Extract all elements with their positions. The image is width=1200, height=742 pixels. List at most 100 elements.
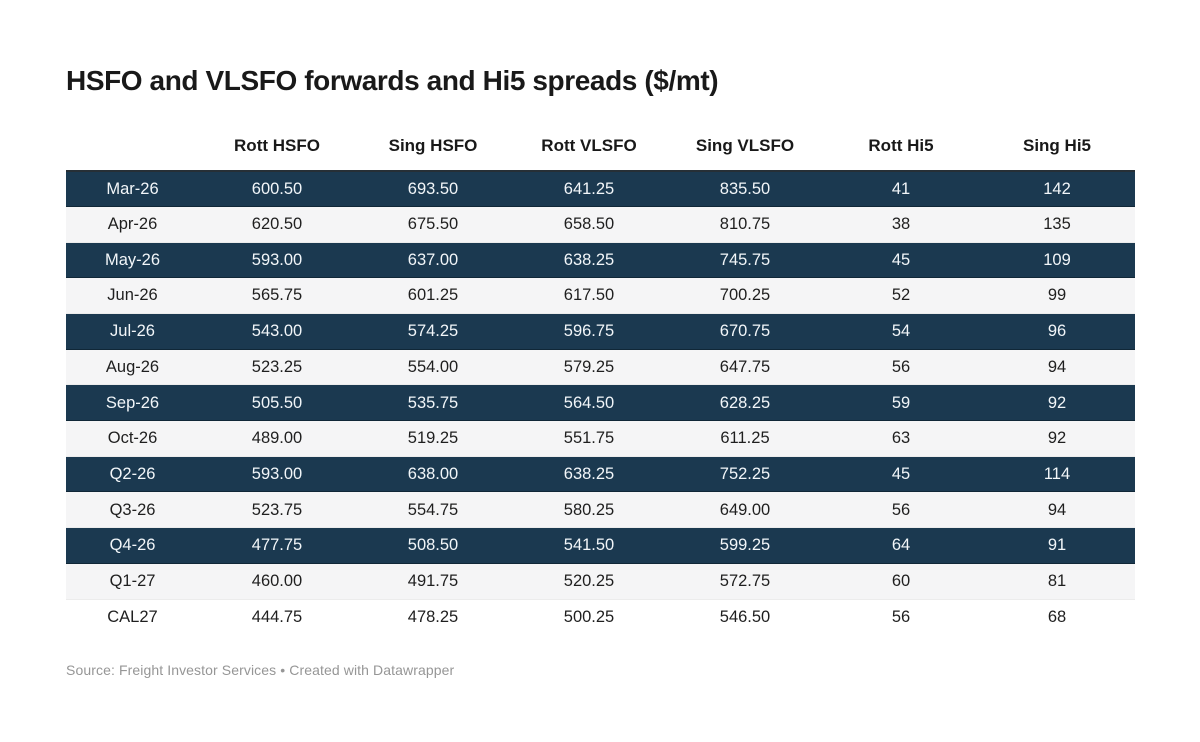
row-label: Jun-26 [66, 277, 199, 315]
table-cell: 641.25 [511, 170, 667, 207]
table-cell: 56 [891, 607, 911, 626]
table-cell: 658.50 [511, 206, 667, 243]
table-cell: 638.00 [355, 455, 511, 493]
table-cell: 543.00 [199, 313, 355, 350]
table-cell: 523.25 [199, 349, 355, 386]
table-header-row: Rott HSFO Sing HSFO Rott VLSFO Sing VLSF… [66, 135, 1135, 172]
row-label: Q4-26 [66, 527, 199, 564]
table-row: May-26 593.00 637.00 638.25 745.75 45 10… [66, 241, 1135, 279]
table-cell: 508.50 [355, 527, 511, 564]
col-header-sing-hsfo: Sing HSFO [355, 135, 511, 172]
table-cell: 92 [979, 384, 1135, 422]
table-cell: 91 [979, 527, 1135, 564]
table-cell: 92 [979, 420, 1135, 457]
source-line: Source: Freight Investor Services • Crea… [66, 661, 455, 678]
table-cell: 500.25 [563, 607, 615, 626]
table-cell: 574.25 [355, 313, 511, 350]
table-cell: 64 [823, 527, 979, 564]
table-cell: 460.00 [199, 563, 355, 600]
table-cell: 444.75 [251, 607, 303, 626]
table-row: Oct-26 489.00 519.25 551.75 611.25 63 92 [66, 420, 1135, 457]
table-cell: 637.00 [355, 241, 511, 279]
row-label: CAL27 [107, 607, 158, 626]
table-cell: 135 [979, 206, 1135, 243]
table-cell: 551.75 [511, 420, 667, 457]
col-header-rott-hi5: Rott Hi5 [823, 135, 979, 172]
table-cell: 489.00 [199, 420, 355, 457]
table-cell: 520.25 [511, 563, 667, 600]
table-cell: 564.50 [511, 384, 667, 422]
table-row: CAL27 444.75 478.25 500.25 546.50 56 68 [66, 599, 1135, 635]
table-cell: 114 [979, 455, 1135, 493]
table-cell: 600.50 [199, 170, 355, 207]
table-cell: 45 [823, 241, 979, 279]
table-cell: 94 [979, 491, 1135, 529]
table-cell: 45 [823, 455, 979, 493]
table-cell: 745.75 [667, 241, 823, 279]
table-row: Q3-26 523.75 554.75 580.25 649.00 56 94 [66, 491, 1135, 529]
table-cell: 546.50 [719, 607, 771, 626]
table-cell: 572.75 [667, 563, 823, 600]
table-row: Mar-26 600.50 693.50 641.25 835.50 41 14… [66, 170, 1135, 207]
table-cell: 700.25 [667, 277, 823, 315]
table-cell: 810.75 [667, 206, 823, 243]
table-cell: 752.25 [667, 455, 823, 493]
table-cell: 142 [979, 170, 1135, 207]
table-cell: 593.00 [199, 241, 355, 279]
table-cell: 554.00 [355, 349, 511, 386]
table-cell: 56 [823, 491, 979, 529]
row-label: Q2-26 [66, 455, 199, 493]
table-cell: 56 [823, 349, 979, 386]
table-cell: 52 [823, 277, 979, 315]
table-cell: 63 [823, 420, 979, 457]
table-cell: 596.75 [511, 313, 667, 350]
table-cell: 477.75 [199, 527, 355, 564]
table-cell: 601.25 [355, 277, 511, 315]
table-cell: 638.25 [511, 241, 667, 279]
table-cell: 565.75 [199, 277, 355, 315]
table-cell: 38 [823, 206, 979, 243]
table-cell: 599.25 [667, 527, 823, 564]
chart-container: HSFO and VLSFO forwards and Hi5 spreads … [66, 65, 1135, 678]
table-cell: 579.25 [511, 349, 667, 386]
table-cell: 670.75 [667, 313, 823, 350]
table-row: Sep-26 505.50 535.75 564.50 628.25 59 92 [66, 384, 1135, 422]
row-label: Q1-27 [66, 563, 199, 600]
row-label: Oct-26 [66, 420, 199, 457]
table-cell: 617.50 [511, 277, 667, 315]
table-cell: 835.50 [667, 170, 823, 207]
col-header-sing-vlsfo: Sing VLSFO [667, 135, 823, 172]
table-cell: 60 [823, 563, 979, 600]
table-cell: 620.50 [199, 206, 355, 243]
table-cell: 638.25 [511, 455, 667, 493]
table-cell: 649.00 [667, 491, 823, 529]
table-row: Q1-27 460.00 491.75 520.25 572.75 60 81 [66, 563, 1135, 600]
row-label: Mar-26 [66, 170, 199, 207]
table-row: Jun-26 565.75 601.25 617.50 700.25 52 99 [66, 277, 1135, 315]
table-cell: 628.25 [667, 384, 823, 422]
row-label: Aug-26 [66, 349, 199, 386]
col-header-rott-hsfo: Rott HSFO [199, 135, 355, 172]
table-cell: 675.50 [355, 206, 511, 243]
row-label: Apr-26 [66, 206, 199, 243]
table-cell: 580.25 [511, 491, 667, 529]
table-cell: 41 [823, 170, 979, 207]
row-label: May-26 [66, 241, 199, 279]
table-row: Aug-26 523.25 554.00 579.25 647.75 56 94 [66, 349, 1135, 386]
table-cell: 68 [1047, 607, 1067, 626]
table-cell: 94 [979, 349, 1135, 386]
table-cell: 81 [979, 563, 1135, 600]
table-cell: 541.50 [511, 527, 667, 564]
page-title: HSFO and VLSFO forwards and Hi5 spreads … [66, 65, 719, 96]
table-cell: 523.75 [199, 491, 355, 529]
forwards-table: Rott HSFO Sing HSFO Rott VLSFO Sing VLSF… [66, 135, 1135, 635]
table-cell: 593.00 [199, 455, 355, 493]
table-cell: 693.50 [355, 170, 511, 207]
table-row: Q2-26 593.00 638.00 638.25 752.25 45 114 [66, 455, 1135, 493]
table-cell: 491.75 [355, 563, 511, 600]
table-cell: 478.25 [407, 607, 459, 626]
table-cell: 535.75 [355, 384, 511, 422]
col-header-rott-vlsfo: Rott VLSFO [511, 135, 667, 172]
table-cell: 519.25 [355, 420, 511, 457]
table-cell: 54 [823, 313, 979, 350]
